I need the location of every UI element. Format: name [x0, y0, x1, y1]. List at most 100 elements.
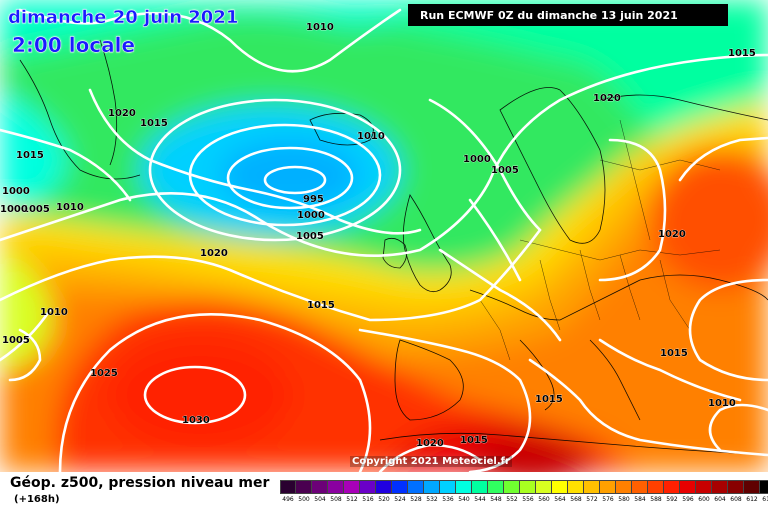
isobar-label: 1030 [182, 415, 210, 426]
isobar-label: 1020 [200, 248, 228, 259]
legend-swatch [648, 480, 664, 494]
isobar-label: 1000 [463, 154, 491, 165]
legend-swatch [376, 480, 392, 494]
isobar-label: 1020 [658, 229, 686, 240]
legend-value: 616 [762, 496, 768, 503]
isobar-label: 1005 [22, 204, 50, 215]
legend-swatch [680, 480, 696, 494]
legend-value: 544 [474, 496, 486, 503]
country-borders [479, 119, 721, 361]
legend-swatch [504, 480, 520, 494]
color-scale-labels: 496 500 504 508 512 516 520 524 528 532 536 540 544 5… [280, 496, 768, 503]
isobar-label: 1015 [728, 48, 756, 59]
legend-value: 580 [618, 496, 630, 503]
isobar-label: 1000 [297, 210, 325, 221]
legend-swatch [664, 480, 680, 494]
isobar-label: 1005 [2, 335, 30, 346]
legend-swatch [568, 480, 584, 494]
isobar-label: 1010 [306, 22, 334, 33]
legend-swatch [408, 480, 424, 494]
legend-value: 536 [442, 496, 454, 503]
isobar-label: 1025 [90, 368, 118, 379]
legend-swatch [712, 480, 728, 494]
isobar-label: 995 [303, 194, 324, 205]
geopotential-map: 1010 1015 1015 1020 1020 1015 1010 1000 … [0, 0, 768, 472]
color-scale [280, 480, 768, 494]
legend-swatch [424, 480, 440, 494]
legend-swatch [328, 480, 344, 494]
legend-swatch [584, 480, 600, 494]
legend-swatch [440, 480, 456, 494]
legend-value: 604 [714, 496, 726, 503]
isobar-label: 1005 [491, 165, 519, 176]
legend-swatch [696, 480, 712, 494]
legend-value: 552 [506, 496, 518, 503]
legend-swatch [472, 480, 488, 494]
isobar-label: 1020 [416, 438, 444, 449]
isobar-label: 1005 [296, 231, 324, 242]
legend-swatch [632, 480, 648, 494]
legend-value: 568 [570, 496, 582, 503]
isobar-label: 1010 [357, 131, 385, 142]
isobar-label: 1015 [307, 300, 335, 311]
legend-value: 508 [330, 496, 342, 503]
z500-color-field [0, 0, 768, 472]
legend-value: 596 [682, 496, 694, 503]
legend-value: 532 [426, 496, 438, 503]
legend-swatch [360, 480, 376, 494]
legend-swatch [552, 480, 568, 494]
legend-swatch [456, 480, 472, 494]
legend-value: 520 [378, 496, 390, 503]
forecast-date: dimanche 20 juin 2021 [8, 7, 239, 28]
map-footer: Géop. z500, pression niveau mer (+168h) … [0, 472, 768, 512]
map-title: Géop. z500, pression niveau mer [10, 475, 270, 491]
legend-value: 612 [746, 496, 758, 503]
legend-value: 548 [490, 496, 502, 503]
copyright-notice: Copyright 2021 Meteociel.fr [350, 456, 512, 467]
forecast-time: 2:00 locale [12, 33, 136, 57]
legend-swatch [728, 480, 744, 494]
legend-swatch [488, 480, 504, 494]
legend-value: 516 [362, 496, 374, 503]
forecast-range: (+168h) [14, 494, 60, 505]
run-info: Run ECMWF 0Z du dimanche 13 juin 2021 [408, 4, 728, 26]
legend-swatch [344, 480, 360, 494]
isobar-label: 1020 [108, 108, 136, 119]
legend-swatch [744, 480, 760, 494]
legend-swatch [536, 480, 552, 494]
isobar-labels: 1010 1015 1015 1020 1020 1015 1010 1000 … [0, 22, 756, 450]
legend-swatch [280, 480, 296, 494]
legend-swatch [392, 480, 408, 494]
isobar-label: 1015 [535, 394, 563, 405]
legend-value: 500 [298, 496, 310, 503]
legend-swatch [616, 480, 632, 494]
legend-value: 564 [554, 496, 566, 503]
legend-value: 524 [394, 496, 406, 503]
legend-value: 540 [458, 496, 470, 503]
isobar-label: 1015 [16, 150, 44, 161]
isobar-label: 1015 [140, 118, 168, 129]
legend-value: 512 [346, 496, 358, 503]
legend-value: 556 [522, 496, 534, 503]
legend-value: 576 [602, 496, 614, 503]
legend-swatch [296, 480, 312, 494]
legend-swatch [600, 480, 616, 494]
isobars [0, 8, 768, 472]
legend-value: 496 [282, 496, 294, 503]
legend-value: 504 [314, 496, 326, 503]
legend-value: 572 [586, 496, 598, 503]
legend-swatch [760, 480, 768, 494]
isobar-label: 1020 [593, 93, 621, 104]
coastlines [19, 39, 768, 456]
legend-value: 588 [650, 496, 662, 503]
legend-swatch [520, 480, 536, 494]
legend-value: 584 [634, 496, 646, 503]
legend-value: 608 [730, 496, 742, 503]
isobar-label: 1015 [460, 435, 488, 446]
isobar-label: 1010 [708, 398, 736, 409]
isobar-label: 1010 [40, 307, 68, 318]
isobar-label: 1000 [0, 204, 28, 215]
legend-value: 592 [666, 496, 678, 503]
isobar-label: 1000 [2, 186, 30, 197]
